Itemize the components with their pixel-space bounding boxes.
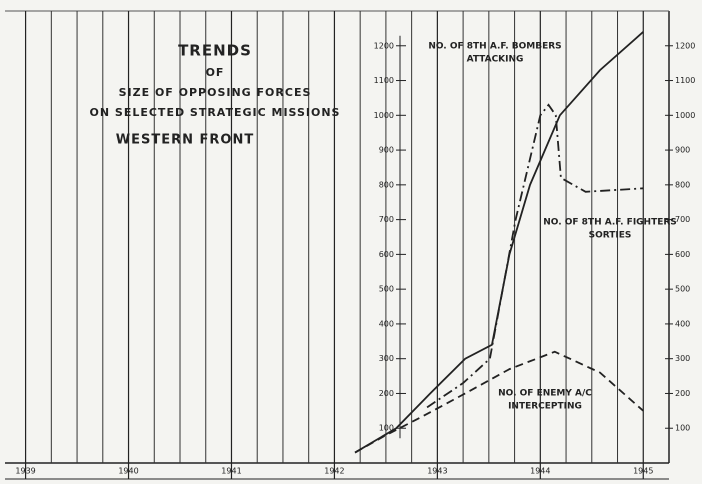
y2-tick-label: 700 — [675, 215, 690, 224]
title-line: SIZE OF OPPOSING FORCES — [119, 86, 312, 99]
y2-tick-label: 600 — [675, 250, 690, 259]
series-label: NO. OF 8TH A.F. BOMBERS — [428, 42, 561, 52]
series-label: ATTACKING — [467, 55, 524, 65]
title-line: TRENDS — [178, 42, 252, 60]
y-tick-label: 200 — [379, 389, 394, 398]
x-tick-label: 1941 — [221, 467, 241, 476]
y-tick-label: 800 — [379, 180, 394, 189]
y2-tick-label: 300 — [675, 354, 690, 363]
y-tick-label: 100 — [379, 424, 394, 433]
x-tick-label: 1943 — [427, 467, 447, 476]
title-line: ON SELECTED STRATEGIC MISSIONS — [90, 106, 341, 119]
y-tick-label: 900 — [379, 146, 394, 155]
series-label: INTERCEPTING — [508, 402, 582, 412]
series-label: NO. OF ENEMY A/C — [498, 389, 592, 399]
y-tick-label: 1000 — [374, 111, 394, 120]
y2-tick-label: 200 — [675, 389, 690, 398]
series-line — [354, 350, 644, 454]
y-tick-label: 500 — [379, 285, 394, 294]
y2-tick-label: 500 — [675, 285, 690, 294]
y-tick-label: 700 — [379, 215, 394, 224]
y2-tick-label: 900 — [675, 146, 690, 155]
y2-tick-label: 800 — [675, 180, 690, 189]
x-tick-label: 1940 — [118, 467, 138, 476]
y2-tick-label: 1000 — [675, 111, 695, 120]
x-tick-label: 1944 — [530, 467, 550, 476]
y-tick-label: 400 — [379, 319, 394, 328]
x-tick-label: 1939 — [15, 467, 35, 476]
y2-tick-label: 400 — [675, 319, 690, 328]
y-tick-label: 1200 — [374, 41, 394, 50]
y2-tick-label: 1100 — [675, 76, 695, 85]
title-line: OF — [206, 66, 225, 79]
series-line — [354, 31, 644, 454]
y-tick-label: 300 — [379, 354, 394, 363]
x-tick-label: 1942 — [324, 467, 344, 476]
series-line — [426, 103, 644, 409]
y-tick-label: 600 — [379, 250, 394, 259]
title-line: WESTERN FRONT — [116, 133, 254, 148]
series-label: SORTIES — [589, 231, 632, 241]
y-tick-label: 1100 — [374, 76, 394, 85]
series-label: NO. OF 8TH A.F. FIGHTERS — [543, 218, 677, 228]
y2-tick-label: 100 — [675, 424, 690, 433]
y2-tick-label: 1200 — [675, 41, 695, 50]
x-tick-label: 1945 — [633, 467, 653, 476]
